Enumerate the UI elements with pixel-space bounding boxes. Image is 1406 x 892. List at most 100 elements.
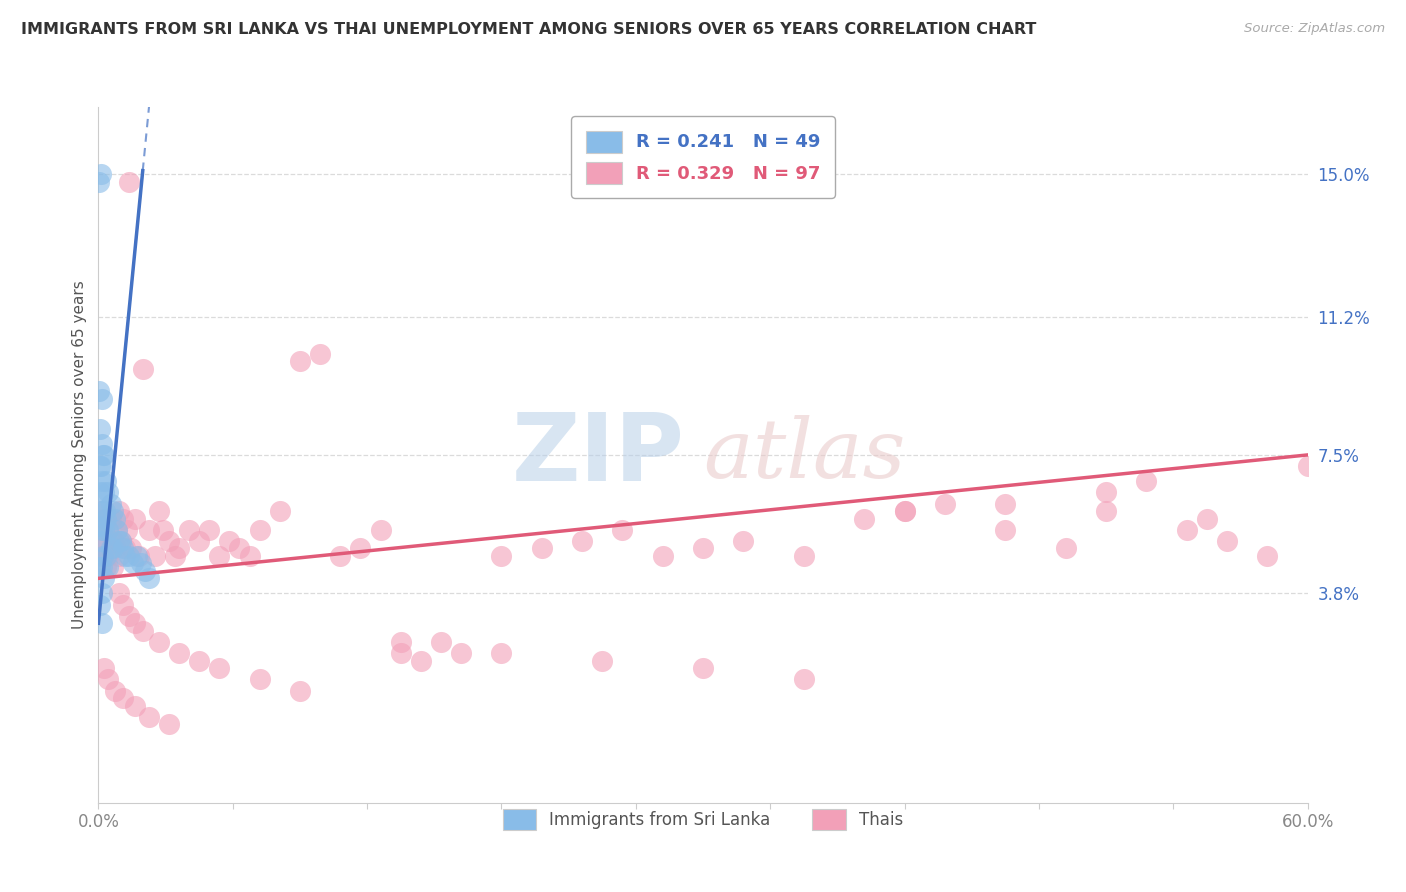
Point bbox=[107, 504, 129, 518]
Point bbox=[97, 673, 120, 687]
Point bbox=[129, 557, 152, 571]
Point bbox=[90, 533, 112, 548]
Point bbox=[97, 523, 120, 537]
Point bbox=[692, 661, 714, 675]
Point bbox=[103, 511, 125, 525]
Point bbox=[692, 541, 714, 556]
Point bbox=[101, 541, 124, 556]
Point bbox=[571, 533, 593, 548]
Point bbox=[288, 354, 311, 368]
Text: Source: ZipAtlas.com: Source: ZipAtlas.com bbox=[1244, 22, 1385, 36]
Point bbox=[1095, 504, 1118, 518]
Point bbox=[93, 541, 115, 556]
Point bbox=[91, 474, 114, 488]
Point bbox=[97, 485, 120, 500]
Point bbox=[89, 519, 111, 533]
Point bbox=[91, 616, 114, 631]
Point bbox=[148, 504, 170, 518]
Point bbox=[101, 560, 124, 574]
Point bbox=[591, 654, 613, 668]
Point bbox=[1135, 474, 1157, 488]
Point bbox=[157, 717, 180, 731]
Point bbox=[87, 175, 110, 189]
Point bbox=[125, 549, 148, 563]
Point bbox=[152, 523, 174, 537]
Point bbox=[103, 541, 125, 556]
Point bbox=[733, 533, 755, 548]
Point bbox=[389, 635, 412, 649]
Point bbox=[934, 497, 956, 511]
Point bbox=[105, 523, 128, 537]
Point bbox=[100, 511, 122, 525]
Y-axis label: Unemployment Among Seniors over 65 years: Unemployment Among Seniors over 65 years bbox=[72, 281, 87, 629]
Point bbox=[90, 560, 112, 574]
Point bbox=[89, 485, 111, 500]
Point bbox=[107, 533, 129, 548]
Point bbox=[96, 533, 118, 548]
Point bbox=[93, 661, 115, 675]
Point bbox=[93, 448, 115, 462]
Point bbox=[91, 549, 114, 563]
Point bbox=[167, 646, 190, 660]
Point bbox=[239, 549, 262, 563]
Point bbox=[91, 436, 114, 450]
Point bbox=[96, 560, 118, 574]
Point bbox=[124, 698, 146, 713]
Point bbox=[91, 523, 114, 537]
Point bbox=[91, 392, 114, 406]
Point bbox=[249, 523, 271, 537]
Point bbox=[269, 504, 291, 518]
Point bbox=[111, 511, 134, 525]
Point bbox=[530, 541, 553, 556]
Point bbox=[309, 347, 332, 361]
Point bbox=[93, 549, 115, 563]
Point bbox=[138, 523, 160, 537]
Point bbox=[157, 533, 180, 548]
Point bbox=[370, 523, 392, 537]
Point bbox=[1296, 459, 1319, 474]
Point bbox=[90, 459, 112, 474]
Point bbox=[218, 533, 240, 548]
Point bbox=[893, 504, 915, 518]
Point bbox=[107, 586, 129, 600]
Point bbox=[409, 654, 432, 668]
Point bbox=[143, 549, 166, 563]
Text: atlas: atlas bbox=[703, 415, 905, 495]
Point bbox=[349, 541, 371, 556]
Point bbox=[114, 549, 136, 563]
Point bbox=[96, 549, 118, 563]
Point bbox=[90, 504, 112, 518]
Point bbox=[101, 504, 124, 518]
Text: IMMIGRANTS FROM SRI LANKA VS THAI UNEMPLOYMENT AMONG SENIORS OVER 65 YEARS CORRE: IMMIGRANTS FROM SRI LANKA VS THAI UNEMPL… bbox=[21, 22, 1036, 37]
Point bbox=[93, 523, 115, 537]
Point bbox=[651, 549, 673, 563]
Point bbox=[198, 523, 221, 537]
Point bbox=[94, 504, 117, 518]
Point bbox=[612, 523, 634, 537]
Point bbox=[128, 549, 150, 563]
Point bbox=[90, 167, 112, 181]
Point bbox=[893, 504, 915, 518]
Point bbox=[118, 175, 141, 189]
Point bbox=[138, 571, 160, 585]
Point bbox=[120, 541, 142, 556]
Point bbox=[1054, 541, 1077, 556]
Point bbox=[89, 459, 111, 474]
Point bbox=[107, 549, 129, 563]
Point bbox=[163, 549, 186, 563]
Point bbox=[111, 691, 134, 706]
Point bbox=[179, 523, 201, 537]
Point bbox=[228, 541, 250, 556]
Point bbox=[118, 608, 141, 623]
Point bbox=[793, 673, 815, 687]
Point bbox=[89, 560, 111, 574]
Point bbox=[100, 541, 122, 556]
Point bbox=[994, 523, 1017, 537]
Point bbox=[105, 523, 128, 537]
Point bbox=[430, 635, 453, 649]
Point bbox=[90, 586, 112, 600]
Point bbox=[89, 598, 111, 612]
Point bbox=[1095, 485, 1118, 500]
Point bbox=[100, 497, 122, 511]
Point bbox=[124, 511, 146, 525]
